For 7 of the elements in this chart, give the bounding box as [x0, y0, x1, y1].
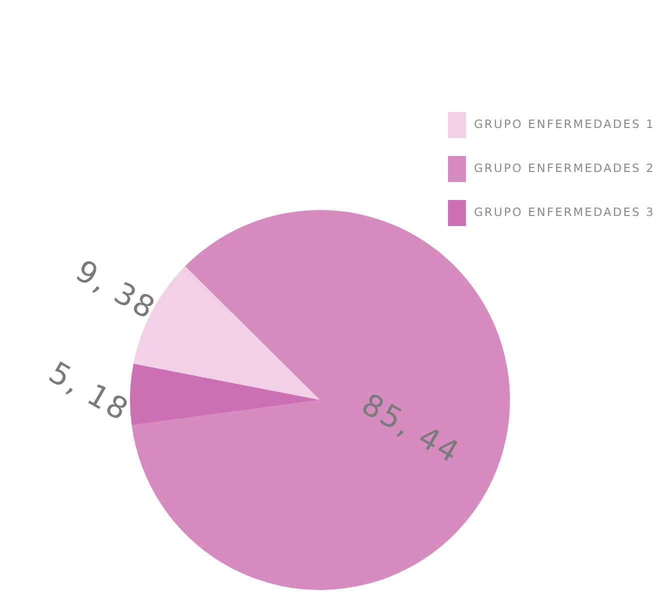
data-label: 85, 44 — [355, 387, 466, 472]
legend-label: GRUPO ENFERMEDADES 2 — [474, 161, 655, 176]
data-label: 9, 38 — [70, 254, 162, 328]
data-label: 5, 18 — [42, 355, 136, 429]
pie-slice — [130, 364, 320, 426]
legend-label: GRUPO ENFERMEDADES 3 — [474, 205, 655, 220]
legend-label: GRUPO ENFERMEDADES 1 — [474, 117, 655, 132]
